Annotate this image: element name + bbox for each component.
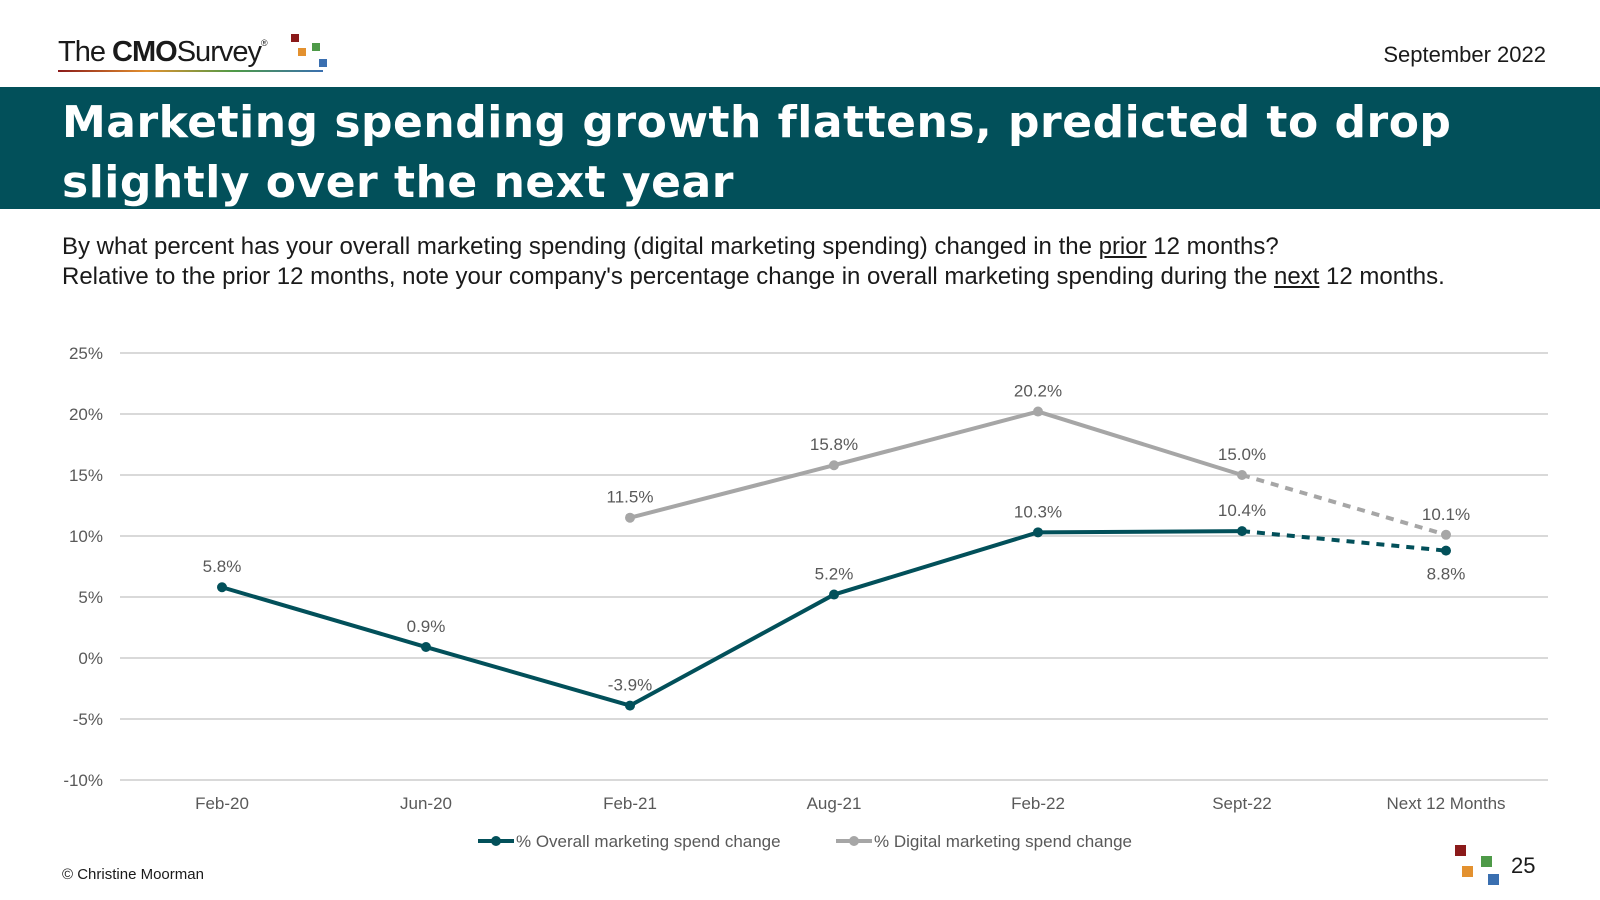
legend-label: % Overall marketing spend change (516, 832, 781, 851)
x-tick-label: Aug-21 (807, 794, 862, 813)
logo-square-green (312, 43, 320, 51)
legend-marker (849, 836, 859, 846)
x-tick-label: Sept-22 (1212, 794, 1272, 813)
y-tick-label: 20% (69, 405, 103, 424)
x-tick-label: Feb-22 (1011, 794, 1065, 813)
logo-square-red (291, 34, 299, 42)
series-1-segment (832, 409, 1040, 468)
legend-label: % Digital marketing spend change (874, 832, 1132, 851)
footer-square-green (1481, 856, 1492, 867)
series-0-point (421, 642, 431, 653)
series-0-point (829, 589, 839, 600)
y-tick-label: -5% (73, 710, 103, 729)
footer-square-red (1455, 845, 1466, 856)
series-0-point (217, 582, 227, 593)
series-1-point (1033, 406, 1043, 417)
series-0-point (625, 700, 635, 711)
series-0-data-label: 0.9% (407, 617, 446, 636)
series-0-point (1033, 527, 1043, 538)
footer-square-orange (1462, 866, 1473, 877)
x-tick-label: Jun-20 (400, 794, 452, 813)
slide-title: Marketing spending growth flattens, pred… (62, 97, 1452, 208)
series-0-data-label: 10.4% (1218, 501, 1266, 520)
series-0-segment (1036, 529, 1244, 535)
series-0-segment (220, 585, 428, 650)
survey-question: By what percent has your overall marketi… (62, 233, 1445, 290)
line-chart: 25% 20% 15% 10% 5% 0% -5% -10% Feb-20 Jun-20 Feb-2… (63, 344, 1548, 851)
series-1-data-label: 15.0% (1218, 445, 1266, 464)
title-bar: Marketing spending growth flattens, pred… (0, 87, 1600, 209)
series-1-data-label: 20.2% (1014, 382, 1062, 401)
series-0-segment (424, 645, 632, 708)
page-number: 25 (1511, 853, 1536, 878)
series-1-data-label: 10.1% (1422, 505, 1470, 524)
x-tick-label: Feb-20 (195, 794, 249, 813)
footer-square-blue (1488, 874, 1499, 885)
series-1-point (829, 460, 839, 471)
x-tick-label: Next 12 Months (1386, 794, 1505, 813)
logo-underline (58, 70, 323, 72)
series-1-point (1237, 470, 1247, 480)
y-tick-label: -10% (63, 771, 103, 790)
series-1-segment (628, 463, 836, 520)
series-1-data-label: 15.8% (810, 435, 858, 454)
series-1-segment (1241, 473, 1447, 537)
series-0-point (1441, 545, 1451, 556)
series-0-segment (1241, 529, 1447, 553)
y-tick-label: 25% (69, 344, 103, 363)
report-date: September 2022 (1383, 42, 1546, 67)
legend-marker (491, 836, 501, 846)
series-1-segment (1036, 409, 1244, 477)
series-0-point (1237, 526, 1247, 537)
cmo-survey-logo: The CMOSurvey® (58, 30, 348, 74)
series-0-data-label: 5.8% (203, 557, 242, 576)
logo-square-blue (319, 59, 327, 67)
y-tick-label: 10% (69, 527, 103, 546)
y-tick-label: 5% (78, 588, 103, 607)
series-0-data-label: 8.8% (1427, 565, 1466, 584)
x-tick-label: Feb-21 (603, 794, 657, 813)
copyright: © Christine Moorman (62, 866, 204, 883)
logo-square-orange (298, 48, 306, 56)
y-tick-label: 15% (69, 466, 103, 485)
series-0-data-label: 5.2% (815, 565, 854, 584)
series-1-data-label: 11.5% (607, 488, 654, 507)
y-tick-label: 0% (78, 649, 103, 668)
series-1-point (1441, 529, 1451, 540)
series-0-segment (832, 530, 1040, 597)
series-0-data-label: 10.3% (1014, 502, 1062, 521)
series-1-point (625, 512, 635, 523)
logo-wordmark: The CMOSurvey® (58, 36, 268, 68)
series-0-segment (628, 592, 836, 708)
series-0-data-label: -3.9% (608, 676, 652, 695)
